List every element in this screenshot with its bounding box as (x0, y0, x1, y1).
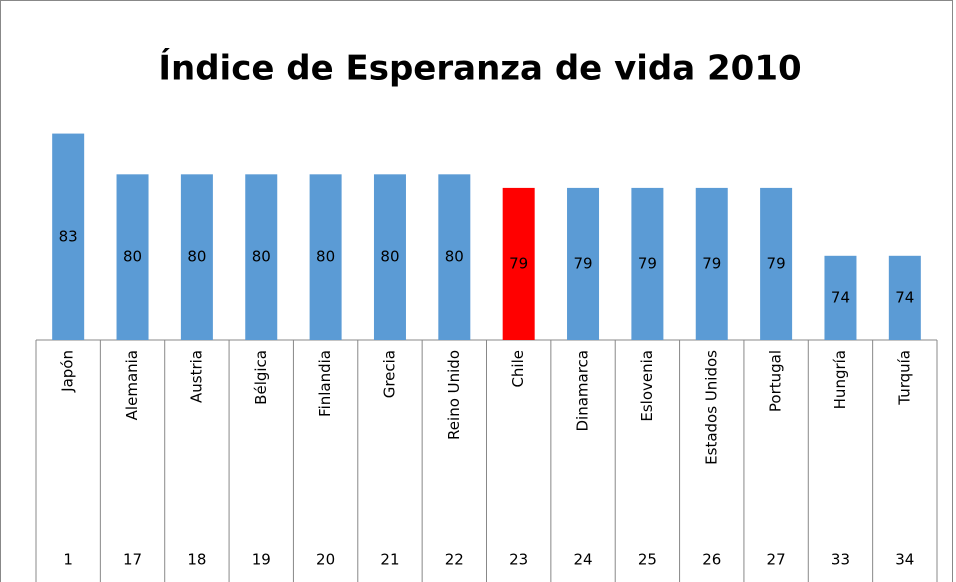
bar (245, 174, 278, 340)
x-tick-label: Finlandia (316, 350, 334, 417)
data-label: 80 (445, 248, 464, 266)
bar (180, 174, 213, 340)
x-tick-label: Reino Unido (445, 350, 463, 440)
x-tick-label: Turquía (895, 350, 913, 406)
bar (52, 133, 85, 340)
x-tick-label: Grecia (380, 350, 398, 398)
bar (695, 187, 728, 340)
rank-label: 20 (316, 551, 335, 569)
data-label: 79 (638, 254, 657, 272)
data-label: 74 (831, 288, 850, 306)
x-tick-label: Austria (187, 350, 205, 403)
x-tick-label: Hungría (831, 350, 849, 409)
data-label: 79 (573, 254, 592, 272)
rank-label: 22 (445, 551, 464, 569)
data-label: 79 (702, 254, 721, 272)
x-tick-label: Chile (509, 350, 527, 388)
bar (373, 174, 406, 340)
x-tick-label: Alemania (123, 350, 141, 420)
rank-label: 24 (573, 551, 592, 569)
bar (309, 174, 342, 340)
rank-label: 26 (702, 551, 721, 569)
bar (631, 187, 664, 340)
rank-label: 25 (638, 551, 657, 569)
data-label: 80 (252, 248, 271, 266)
data-label: 79 (509, 254, 528, 272)
rank-label: 34 (895, 551, 914, 569)
x-tick-label: Bélgica (252, 350, 270, 405)
rank-label: 17 (123, 551, 142, 569)
data-label: 80 (187, 248, 206, 266)
x-tick-label: Portugal (767, 350, 785, 412)
bar (502, 187, 535, 340)
rank-label: 1 (63, 551, 73, 569)
data-label: 79 (767, 254, 786, 272)
data-label: 80 (123, 248, 142, 266)
x-tick-label: Dinamarca (574, 350, 592, 432)
x-tick-label: Estados Unidos (702, 350, 720, 465)
bar (116, 174, 149, 340)
rank-label: 23 (509, 551, 528, 569)
data-label: 74 (895, 288, 914, 306)
bar (760, 187, 793, 340)
bar (567, 187, 600, 340)
bar (888, 255, 921, 340)
rank-label: 33 (831, 551, 850, 569)
x-tick-label: Japón (59, 350, 77, 393)
rank-label: 27 (767, 551, 786, 569)
data-label: 80 (316, 248, 335, 266)
x-tick-label: Eslovenia (638, 350, 656, 422)
data-label: 80 (380, 248, 399, 266)
chart-title: Índice de Esperanza de vida 2010 (158, 48, 801, 89)
bar (824, 255, 857, 340)
rank-label: 18 (187, 551, 206, 569)
rank-label: 19 (252, 551, 271, 569)
rank-label: 21 (380, 551, 399, 569)
data-label: 83 (59, 227, 78, 245)
bar (438, 174, 471, 340)
